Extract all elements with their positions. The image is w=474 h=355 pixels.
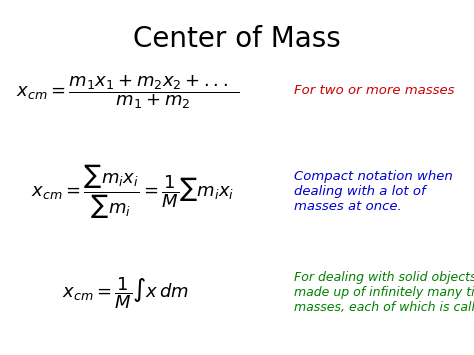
- Text: Compact notation when
dealing with a lot of
masses at once.: Compact notation when dealing with a lot…: [294, 170, 453, 213]
- Text: $x_{cm} = \dfrac{m_1x_1 + m_2x_2 + ...\ }{m_1 + m_2}$: $x_{cm} = \dfrac{m_1x_1 + m_2x_2 + ...\ …: [17, 73, 239, 111]
- Text: $x_{cm} = \dfrac{\sum m_i x_i}{\sum m_i} = \dfrac{1}{M}\sum m_i x_i$: $x_{cm} = \dfrac{\sum m_i x_i}{\sum m_i}…: [31, 163, 234, 220]
- Text: For dealing with solid objects that are
made up of infinitely many tiny
masses, : For dealing with solid objects that are …: [294, 271, 474, 315]
- Text: Center of Mass: Center of Mass: [133, 25, 341, 53]
- Text: $x_{cm} = \dfrac{1}{M}\int x\,dm$: $x_{cm} = \dfrac{1}{M}\int x\,dm$: [62, 275, 189, 311]
- Text: For two or more masses: For two or more masses: [294, 84, 455, 97]
